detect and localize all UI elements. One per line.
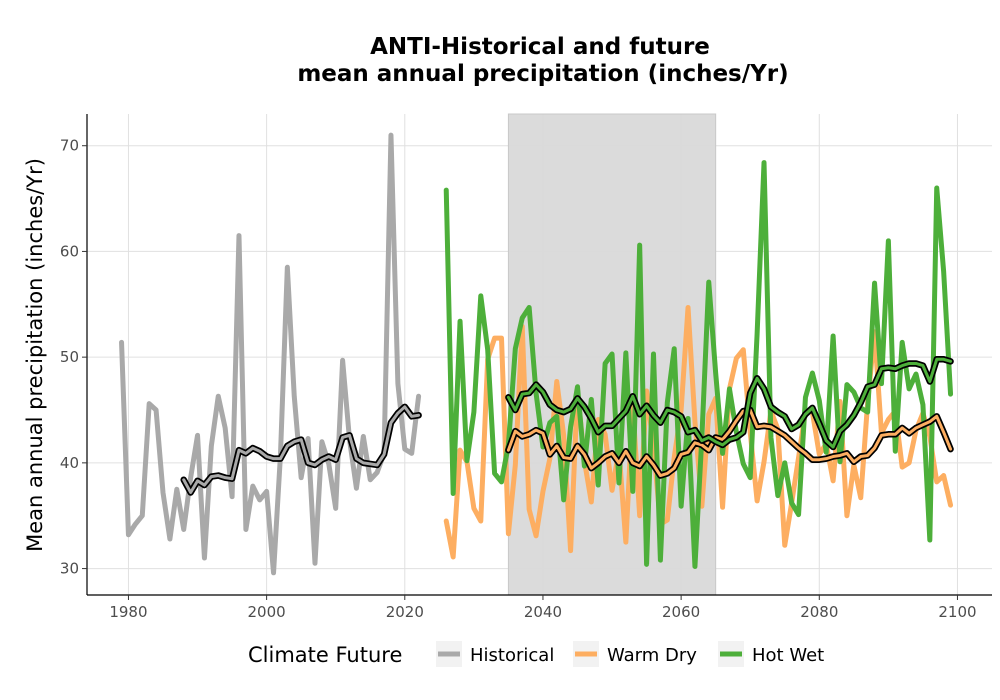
x-tick-label: 2040 (524, 603, 562, 621)
y-tick-label: 40 (60, 454, 79, 472)
x-tick-label: 2000 (248, 603, 286, 621)
y-tick-label: 60 (60, 242, 79, 260)
smoothed-line (182, 405, 421, 494)
axes-layer: 30 40 50 60 70 1980 2000 2020 2040 2060 2080 2100 (60, 114, 992, 621)
y-tick-label: 50 (60, 348, 79, 366)
series-line-historical (119, 132, 422, 576)
legend: Climate Future Historical Warm Dry Hot Wet (248, 641, 824, 667)
smoothed-line (506, 357, 953, 449)
series-layer (119, 132, 954, 576)
legend-title: Climate Future (248, 643, 402, 667)
chart-title-line-2: mean annual precipitation (inches/Yr) (297, 61, 788, 87)
x-tick-label: 2060 (662, 603, 700, 621)
smoothed-line (506, 408, 953, 478)
legend-label: Hot Wet (752, 645, 824, 666)
chart-title-line-1: ANTI-Historical and future (370, 34, 710, 60)
legend-label: Warm Dry (607, 645, 697, 666)
x-tick-label: 2080 (800, 603, 838, 621)
y-tick-label: 30 (60, 560, 79, 578)
x-tick-label: 2100 (938, 603, 976, 621)
legend-label: Historical (470, 645, 554, 666)
y-axis-title: Mean annual precipitation (inches/Yr) (23, 158, 47, 552)
y-tick-label: 70 (60, 137, 79, 155)
x-tick-label: 2020 (386, 603, 424, 621)
x-tick-label: 1980 (109, 603, 147, 621)
series-line-hot-wet (443, 160, 954, 569)
